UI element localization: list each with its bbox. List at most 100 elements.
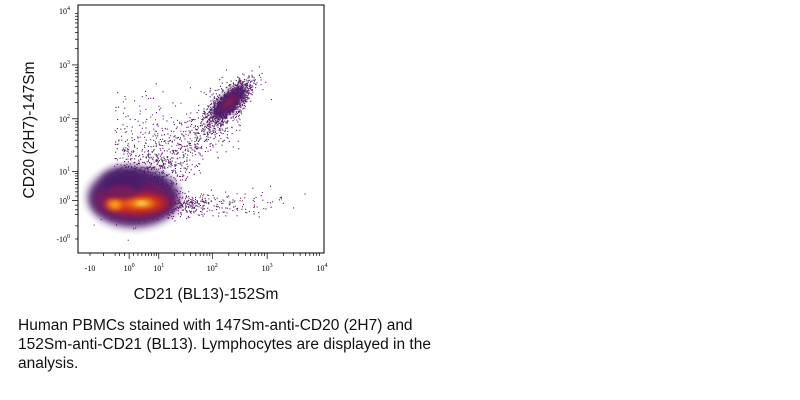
scatter-point xyxy=(239,78,241,80)
scatter-point xyxy=(225,127,227,129)
scatter-point xyxy=(195,196,197,198)
scatter-point xyxy=(151,162,153,164)
scatter-point xyxy=(239,82,241,84)
scatter-point xyxy=(138,163,140,165)
scatter-point xyxy=(181,165,183,167)
scatter-point xyxy=(222,199,224,201)
scatter-point xyxy=(145,156,147,158)
scatter-point xyxy=(184,207,186,209)
scatter-point xyxy=(244,83,246,85)
scatter-point xyxy=(240,111,242,113)
scatter-point xyxy=(205,202,207,204)
scatter-point xyxy=(167,167,169,169)
scatter-point xyxy=(125,116,127,118)
scatter-point xyxy=(177,137,179,139)
scatter-point xyxy=(191,202,193,204)
scatter-point xyxy=(187,150,189,152)
scatter-point xyxy=(185,169,187,171)
scatter-point xyxy=(196,205,198,207)
scatter-point xyxy=(195,210,197,212)
scatter-point xyxy=(179,190,181,192)
scatter-point xyxy=(216,125,218,127)
scatter-point xyxy=(188,197,190,199)
scatter-point xyxy=(222,141,224,143)
scatter-point xyxy=(127,239,129,241)
scatter-point xyxy=(154,141,156,143)
scatter-point xyxy=(166,157,168,159)
scatter-point xyxy=(240,82,242,84)
scatter-point xyxy=(156,163,158,165)
scatter-point xyxy=(160,166,162,168)
scatter-point xyxy=(115,151,117,153)
scatter-point xyxy=(117,92,119,94)
scatter-point xyxy=(186,206,188,208)
scatter-point xyxy=(219,135,221,137)
scatter-point xyxy=(185,177,187,179)
scatter-point xyxy=(245,83,247,85)
scatter-point xyxy=(242,98,244,100)
scatter-point xyxy=(221,76,223,78)
scatter-point xyxy=(162,165,164,167)
scatter-point xyxy=(186,209,188,211)
scatter-point xyxy=(256,82,258,84)
scatter-point xyxy=(223,117,225,119)
scatter-point xyxy=(183,136,185,138)
scatter-point xyxy=(190,121,192,123)
scatter-point xyxy=(247,81,249,83)
scatter-point xyxy=(214,89,216,91)
scatter-point xyxy=(126,131,128,133)
scatter-point xyxy=(186,160,188,162)
scatter-point xyxy=(209,108,211,110)
scatter-point xyxy=(210,113,212,115)
scatter-point xyxy=(203,110,205,112)
scatter-point xyxy=(196,148,198,150)
scatter-point xyxy=(195,198,197,200)
scatter-point xyxy=(124,96,126,98)
scatter-point xyxy=(213,104,215,106)
scatter-point xyxy=(179,137,181,139)
scatter-point xyxy=(168,137,170,139)
density-contour xyxy=(111,201,120,208)
scatter-point xyxy=(157,158,159,160)
scatter-point xyxy=(124,164,126,166)
scatter-point xyxy=(145,163,147,165)
scatter-point xyxy=(251,88,253,90)
scatter-point xyxy=(206,210,208,212)
scatter-point xyxy=(163,167,165,169)
scatter-point xyxy=(164,128,166,130)
scatter-point xyxy=(195,202,197,204)
scatter-point xyxy=(211,132,213,134)
scatter-point xyxy=(170,163,172,165)
scatter-point xyxy=(187,134,189,136)
scatter-point xyxy=(139,113,141,115)
scatter-point xyxy=(171,145,173,147)
scatter-point xyxy=(186,168,188,170)
scatter-point xyxy=(127,144,129,146)
scatter-point xyxy=(219,118,221,120)
scatter-point xyxy=(183,202,185,204)
scatter-point xyxy=(130,158,132,160)
scatter-point xyxy=(180,144,182,146)
scatter-point xyxy=(138,141,140,143)
scatter-point xyxy=(164,167,166,169)
scatter-point xyxy=(235,208,237,210)
scatter-point xyxy=(208,125,210,127)
scatter-point xyxy=(189,202,191,204)
scatter-point xyxy=(231,117,233,119)
scatter-point xyxy=(159,144,161,146)
scatter-point xyxy=(199,125,201,127)
scatter-point xyxy=(181,134,183,136)
scatter-point xyxy=(186,202,188,204)
scatter-point xyxy=(219,122,221,124)
scatter-point xyxy=(184,138,186,140)
scatter-point xyxy=(155,144,157,146)
scatter-point xyxy=(203,92,205,94)
scatter-point xyxy=(190,202,192,204)
scatter-point xyxy=(220,126,222,128)
scatter-point xyxy=(149,166,151,168)
scatter-point xyxy=(146,167,148,169)
scatter-point xyxy=(179,144,181,146)
scatter-point xyxy=(194,128,196,130)
scatter-point xyxy=(236,114,238,116)
scatter-point xyxy=(194,119,196,121)
